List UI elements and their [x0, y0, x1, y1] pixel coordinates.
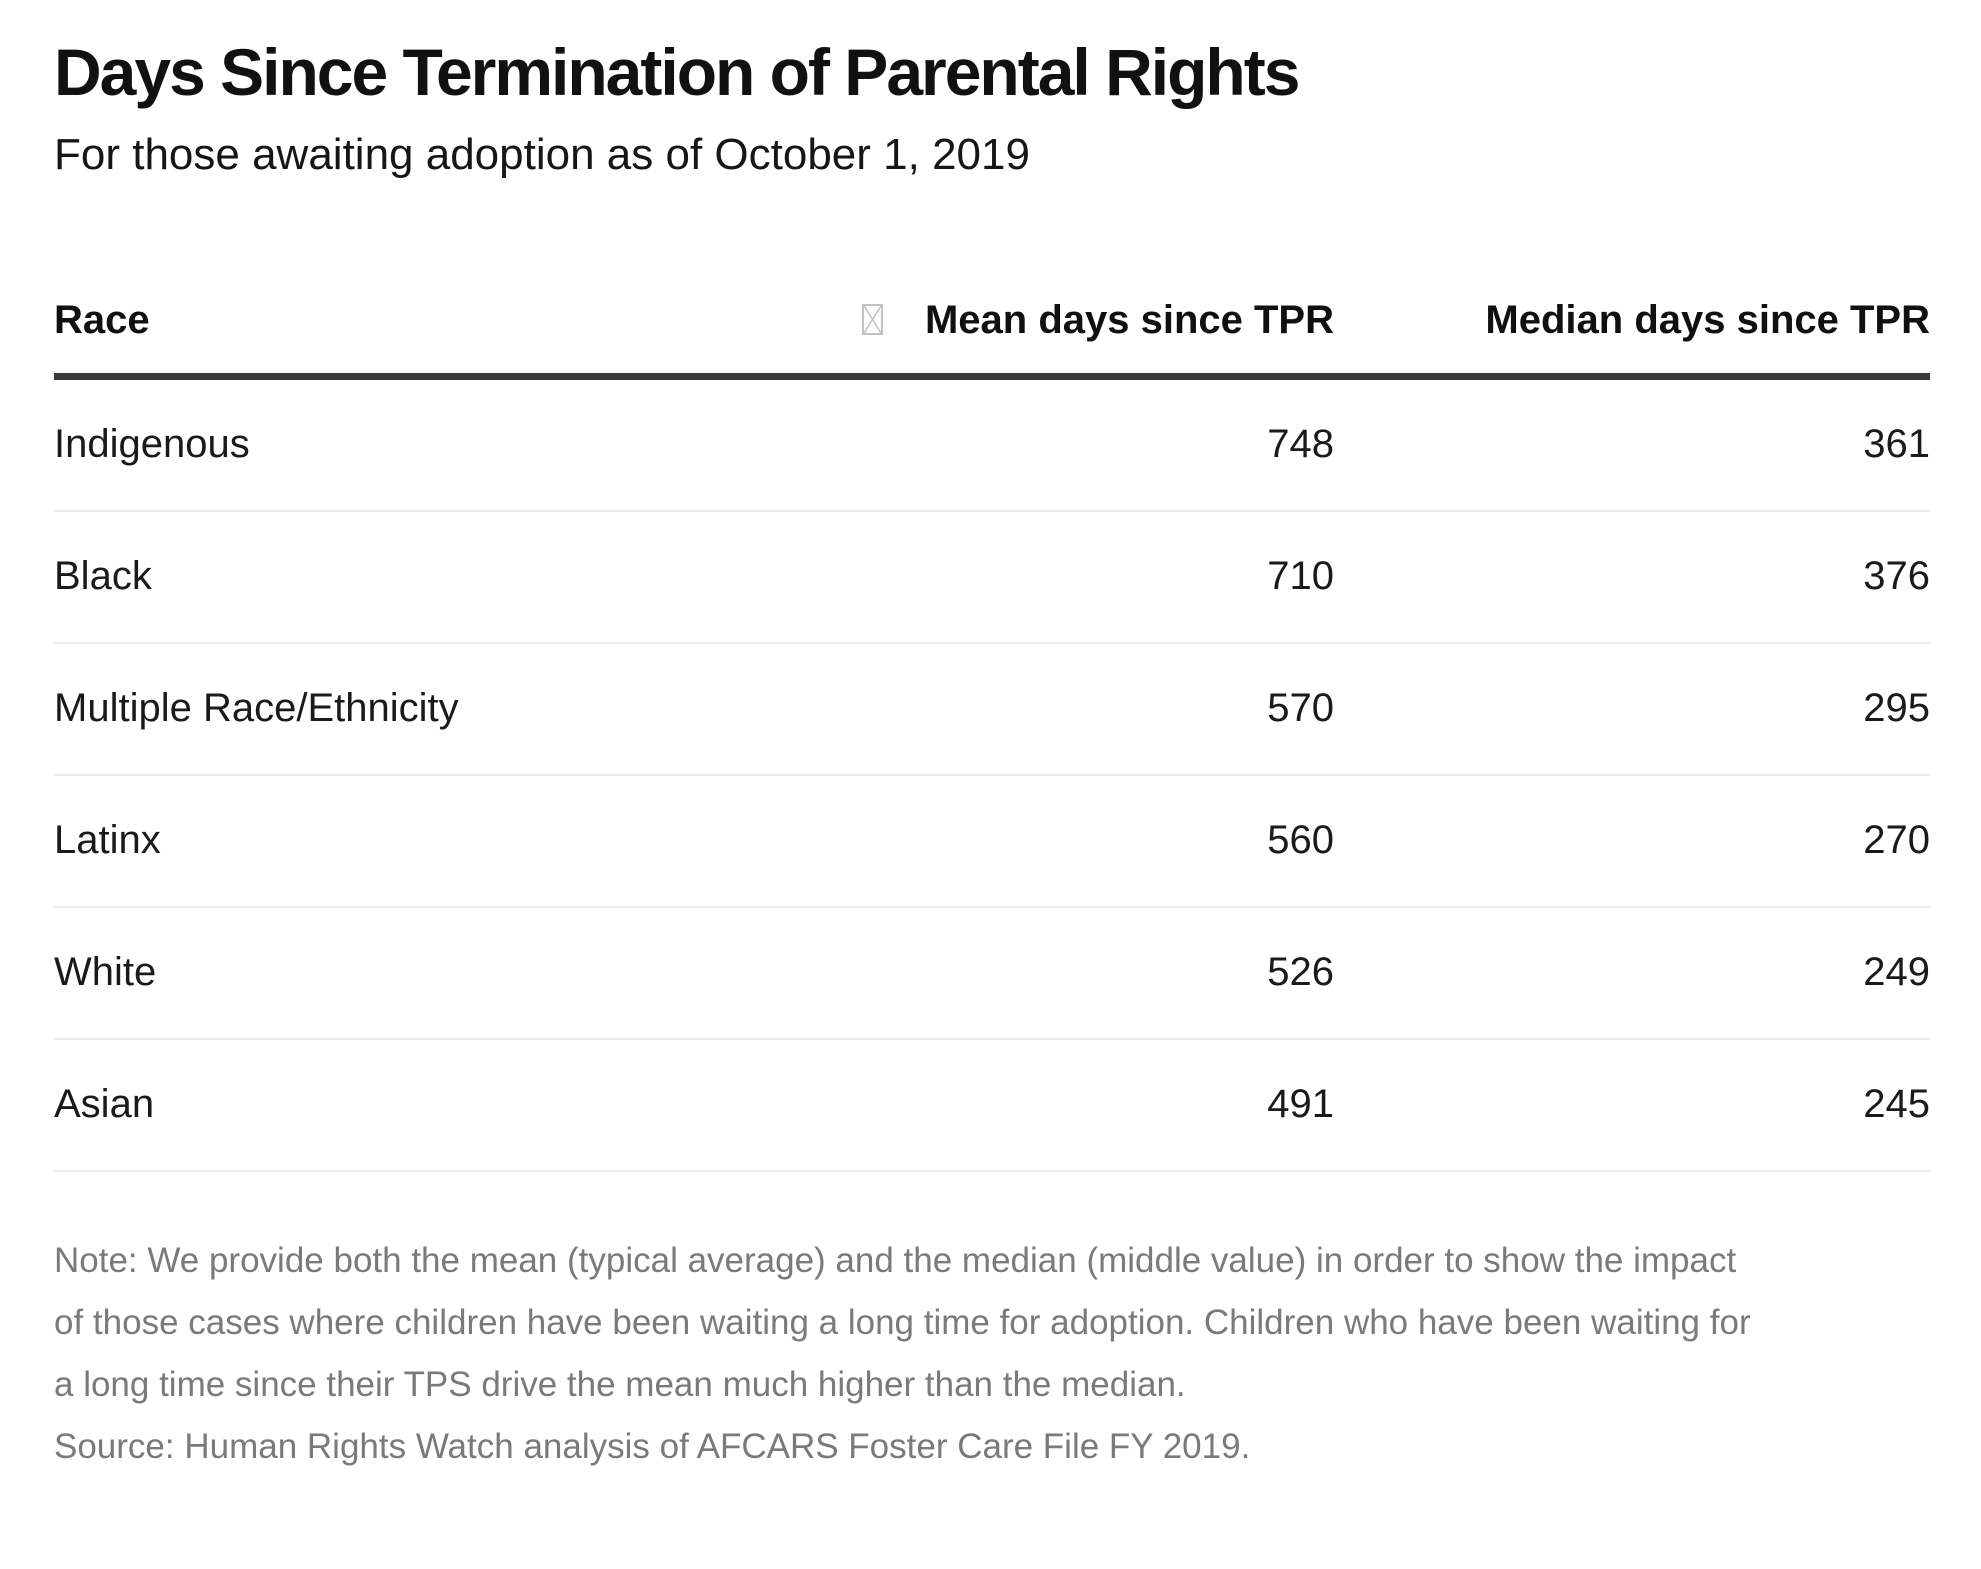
table-row: Black 710 376 [54, 512, 1930, 644]
race-cell: Multiple Race/Ethnicity [54, 686, 459, 731]
mean-cell: 491 [1267, 1082, 1334, 1127]
mean-cell: 748 [1267, 422, 1334, 467]
source-text: Source: Human Rights Watch analysis of A… [54, 1426, 1251, 1466]
column-header-race: Race [54, 297, 150, 342]
mean-cell: 710 [1267, 554, 1334, 599]
median-cell: 361 [1863, 422, 1930, 467]
table-row: Latinx 560 270 [54, 776, 1930, 908]
race-cell: Latinx [54, 818, 161, 863]
column-header-median: Median days since TPR [1485, 297, 1930, 342]
column-header-mean-label: Mean days since TPR [924, 297, 1334, 342]
mean-cell: 560 [1267, 818, 1334, 863]
footnote-block: Note: We provide both the mean (typical … [54, 1230, 1754, 1478]
table-row: White 526 249 [54, 908, 1930, 1040]
table-row: Indigenous 748 361 [54, 380, 1930, 512]
table-row: Asian 491 245 [54, 1040, 1930, 1172]
missing-glyph-icon [861, 303, 883, 335]
table-row: Multiple Race/Ethnicity 570 295 [54, 644, 1930, 776]
race-cell: Black [54, 554, 152, 599]
race-cell: White [54, 950, 157, 995]
median-cell: 249 [1863, 950, 1930, 995]
median-cell: 270 [1863, 818, 1930, 863]
race-cell: Asian [54, 1082, 155, 1127]
median-cell: 245 [1863, 1082, 1930, 1127]
table-header-row: Race Mean days since TPR Median days sin… [54, 298, 1930, 380]
page-subtitle: For those awaiting adoption as of Octobe… [54, 129, 1030, 179]
column-header-mean: Mean days since TPR [861, 297, 1334, 343]
note-text: Note: We provide both the mean (typical … [54, 1240, 1751, 1404]
race-cell: Indigenous [54, 422, 250, 467]
mean-cell: 570 [1267, 686, 1334, 731]
page-title: Days Since Termination of Parental Right… [54, 35, 1300, 109]
median-cell: 295 [1863, 686, 1930, 731]
mean-cell: 526 [1267, 950, 1334, 995]
median-cell: 376 [1863, 554, 1930, 599]
